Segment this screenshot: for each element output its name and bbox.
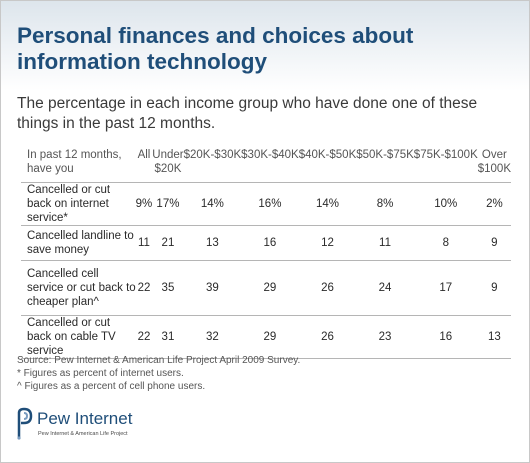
table-cell: 14% — [298, 182, 357, 226]
table-row: Cancelled cell service or cut back to ch… — [21, 260, 511, 316]
table-cell: 32 — [183, 315, 242, 359]
table-cell: 9 — [477, 225, 511, 261]
chart-title: Personal finances and choices about info… — [17, 23, 414, 74]
column-header: All — [137, 149, 151, 161]
table-row: Cancelled or cut back on cable TV servic… — [21, 315, 511, 359]
table-cell: 17 — [413, 260, 478, 316]
table-cell: 22 — [135, 260, 153, 316]
column-header: $40K-$50K — [298, 149, 357, 161]
table-cell: 8% — [356, 182, 414, 226]
table-cell: 21 — [152, 225, 184, 261]
logo-tagline: Pew Internet & American Life Project — [38, 431, 128, 437]
table-cell: 23 — [356, 315, 414, 359]
footnote-cell: ^ Figures as a percent of cell phone use… — [17, 381, 206, 392]
pew-internet-logo: Pew Internet Pew Internet & American Lif… — [15, 407, 215, 443]
table-cell: 9 — [477, 260, 511, 316]
column-header: $50K-$75K — [356, 149, 414, 161]
table-cell: 16 — [413, 315, 478, 359]
table-cell: 14% — [183, 182, 242, 226]
chart-subtitle: The percentage in each income group who … — [17, 95, 478, 132]
table-cell: 35 — [152, 260, 184, 316]
row-label: Cancelled or cut back on cable TV servic… — [21, 315, 136, 359]
table-cell: 17% — [152, 182, 184, 226]
column-header: Over $100K — [477, 149, 512, 175]
column-header: $30K-$40K — [241, 149, 299, 161]
table-cell: 10% — [413, 182, 478, 226]
table-cell: 9% — [135, 182, 153, 226]
table-cell: 8 — [413, 225, 478, 261]
row-header-label: In past 12 months, have you — [27, 149, 122, 175]
table-cell: 13 — [477, 315, 511, 359]
row-label: Cancelled cell service or cut back to ch… — [21, 260, 136, 316]
footnote-internet: * Figures as percent of internet users. — [17, 368, 184, 379]
source-line: Source: Pew Internet & American Life Pro… — [17, 355, 301, 366]
table-cell: 26 — [298, 315, 357, 359]
table-row: Cancelled landline to save money 11 21 1… — [21, 225, 511, 261]
table-cell: 22 — [135, 315, 153, 359]
table-cell: 12 — [298, 225, 357, 261]
logo-mark-icon — [17, 407, 33, 440]
table-cell: 11 — [356, 225, 414, 261]
column-header: $75K-$100K — [413, 149, 478, 161]
table-cell: 16% — [241, 182, 299, 226]
column-header: Under $20K — [152, 149, 184, 175]
table-cell: 11 — [135, 225, 153, 261]
table-cell: 13 — [183, 225, 242, 261]
table-cell: 39 — [183, 260, 242, 316]
data-table: In past 12 months, have you All Under $2… — [21, 145, 511, 359]
table-cell: 31 — [152, 315, 184, 359]
logo-name: Pew Internet — [37, 409, 133, 428]
row-label: Cancelled landline to save money — [21, 225, 136, 261]
table-cell: 26 — [298, 260, 357, 316]
table-cell: 16 — [241, 225, 299, 261]
source-notes: Source: Pew Internet & American Life Pro… — [17, 354, 517, 393]
table-cell: 2% — [477, 182, 511, 226]
table-cell: 29 — [241, 315, 299, 359]
row-label: Cancelled or cut back on internet servic… — [21, 182, 136, 226]
column-header: $20K-$30K — [183, 149, 242, 161]
table-row: Cancelled or cut back on internet servic… — [21, 182, 511, 226]
header-row: In past 12 months, have you All Under $2… — [21, 145, 511, 183]
table-cell: 29 — [241, 260, 299, 316]
table-cell: 24 — [356, 260, 414, 316]
